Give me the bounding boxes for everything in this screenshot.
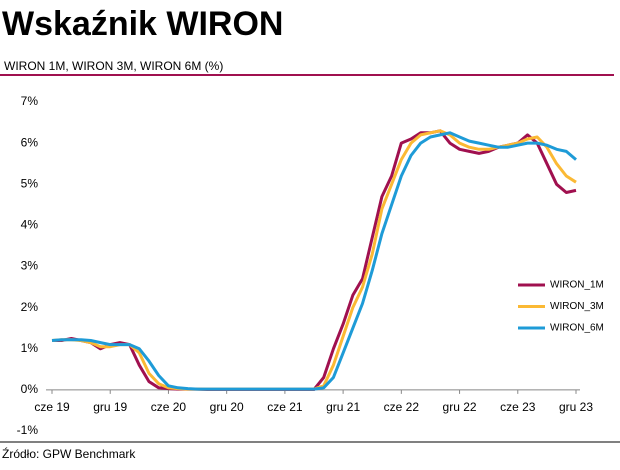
y-tick-label: 7% bbox=[21, 94, 39, 108]
x-tick-label: cze 20 bbox=[151, 400, 187, 414]
y-tick-label: 3% bbox=[21, 259, 39, 273]
legend-label: WIRON_3M bbox=[550, 301, 604, 312]
series-line bbox=[51, 131, 577, 391]
x-tick-label: gru 23 bbox=[559, 400, 593, 414]
x-tick-label: gru 22 bbox=[443, 400, 477, 414]
y-tick-label: 6% bbox=[21, 135, 39, 149]
x-tick-label: gru 20 bbox=[210, 400, 244, 414]
x-tick-label: gru 19 bbox=[93, 400, 127, 414]
y-tick-label: 1% bbox=[21, 341, 39, 355]
x-tick-label: gru 21 bbox=[326, 400, 360, 414]
x-tick-label: cze 23 bbox=[500, 400, 536, 414]
x-tick-label: cze 21 bbox=[267, 400, 303, 414]
y-tick-label: 0% bbox=[21, 382, 39, 396]
legend-label: WIRON_1M bbox=[550, 280, 604, 291]
y-tick-label: 4% bbox=[21, 218, 39, 232]
chart-title: Wskaźnik WIRON bbox=[2, 5, 283, 43]
series-line bbox=[52, 129, 577, 391]
y-tick-label: -1% bbox=[17, 423, 39, 437]
x-tick-label: cze 22 bbox=[384, 400, 420, 414]
legend-label: WIRON_6M bbox=[550, 323, 604, 334]
series-line bbox=[51, 129, 577, 391]
y-tick-label: 2% bbox=[21, 300, 39, 314]
x-tick-label: cze 19 bbox=[34, 400, 70, 414]
y-tick-label: 5% bbox=[21, 176, 39, 190]
source: Źródło: GPW Benchmark bbox=[2, 446, 136, 461]
chart-subtitle: WIRON 1M, WIRON 3M, WIRON 6M (%) bbox=[4, 59, 223, 73]
